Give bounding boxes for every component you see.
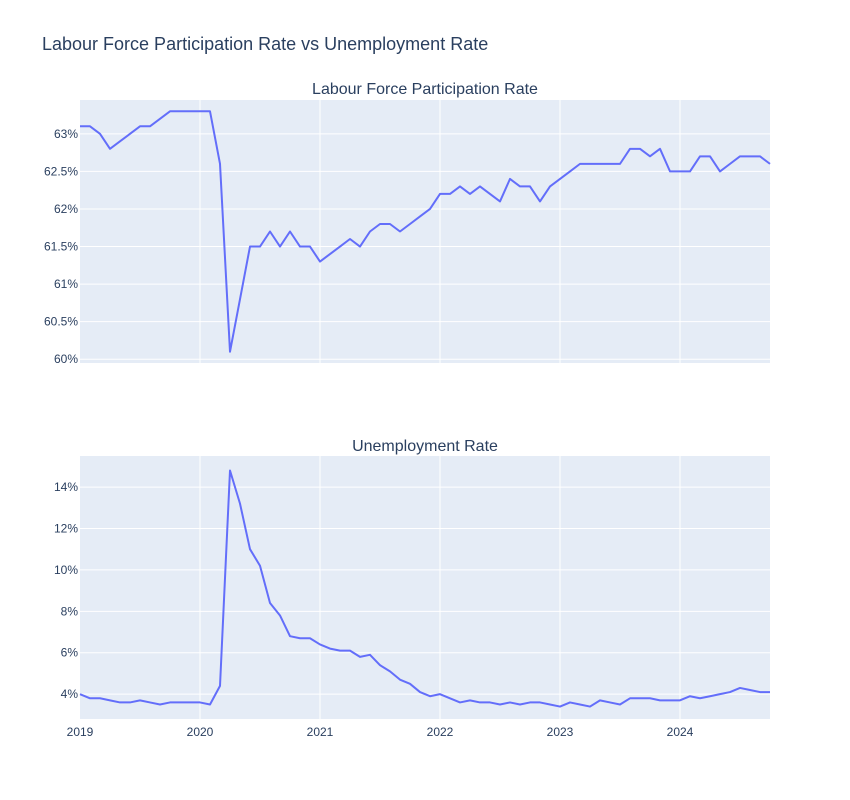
participation-subplot: Labour Force Participation Rate 60% 60.5%… — [44, 81, 771, 366]
y-tick-label: 60% — [54, 352, 78, 366]
x-tick-label: 2024 — [667, 725, 694, 739]
participation-plot-area — [80, 100, 770, 363]
participation-gridlines — [80, 100, 770, 363]
y-tick-label: 8% — [61, 604, 79, 618]
y-tick-label: 10% — [54, 563, 78, 577]
y-tick-label: 12% — [54, 521, 78, 535]
unemployment-plot-area — [80, 456, 770, 719]
x-tick-label: 2022 — [427, 725, 454, 739]
y-tick-label: 60.5% — [44, 315, 78, 329]
x-tick-label: 2020 — [187, 725, 214, 739]
x-tick-label: 2023 — [547, 725, 574, 739]
x-tick-label: 2021 — [307, 725, 334, 739]
participation-y-axis: 60% 60.5% 61% 61.5% 62% 62.5% 63% — [44, 127, 78, 366]
y-tick-label: 63% — [54, 127, 78, 141]
participation-series-line — [80, 110, 771, 353]
x-tick-label: 2019 — [67, 725, 94, 739]
participation-subplot-title: Labour Force Participation Rate — [312, 81, 538, 98]
unemployment-gridlines — [80, 456, 770, 719]
y-tick-label: 6% — [61, 646, 79, 660]
y-tick-label: 4% — [61, 687, 79, 701]
chart-title: Labour Force Participation Rate vs Unemp… — [42, 34, 488, 54]
y-tick-label: 62% — [54, 202, 78, 216]
unemployment-series-line — [79, 469, 770, 708]
unemployment-y-axis: 4% 6% 8% 10% 12% 14% — [54, 480, 78, 701]
unemployment-subplot-title: Unemployment Rate — [352, 438, 498, 455]
y-tick-label: 61.5% — [44, 240, 78, 254]
y-tick-label: 61% — [54, 277, 78, 291]
unemployment-subplot: Unemployment Rate 4%6%8%10%12%14% 2019 20… — [54, 438, 770, 739]
unemployment-x-axis: 2019 2020 2021 2022 2023 2024 — [67, 725, 694, 739]
y-tick-label: 62.5% — [44, 164, 78, 178]
y-tick-label: 14% — [54, 480, 78, 494]
